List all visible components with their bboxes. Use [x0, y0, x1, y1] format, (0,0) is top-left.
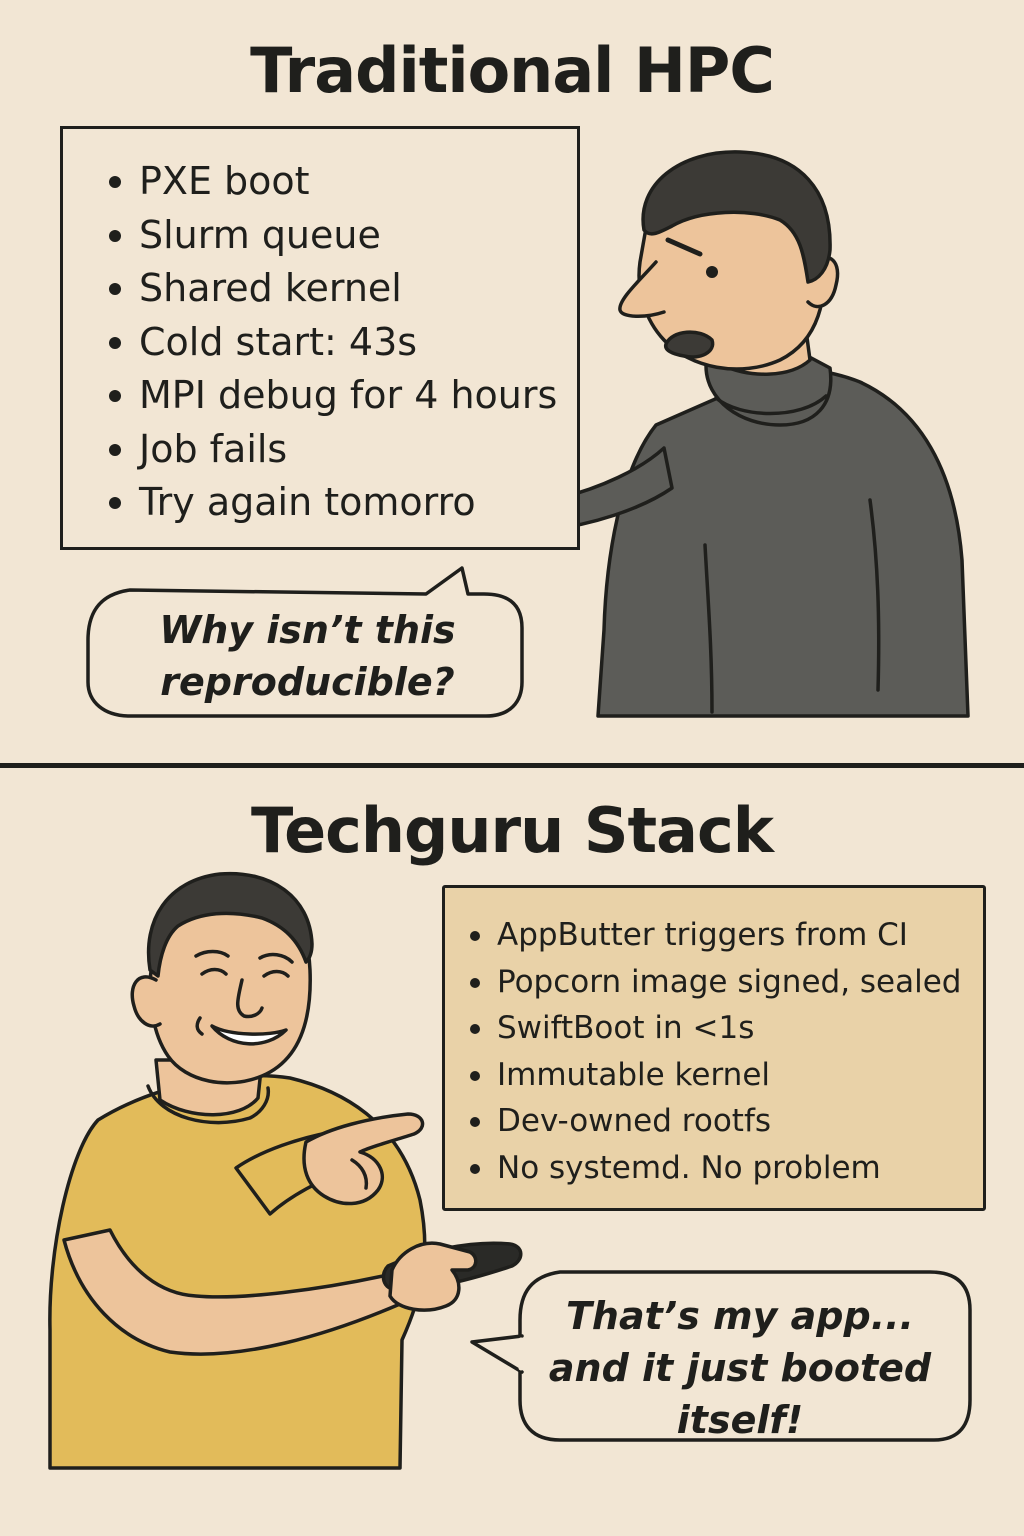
- list-item: Immutable kernel: [470, 1052, 983, 1099]
- list-item: SwiftBoot in <1s: [470, 1005, 983, 1052]
- list-item: Shared kernel: [109, 262, 577, 316]
- list-item: Dev-owned rootfs: [470, 1098, 983, 1145]
- list-item: Cold start: 43s: [109, 316, 577, 370]
- top-panel-title: Traditional HPC: [250, 34, 775, 107]
- list-item: No systemd. No problem: [470, 1145, 983, 1192]
- list-item: Slurm queue: [109, 209, 577, 263]
- top-speech-bubble: [86, 566, 524, 718]
- list-item: MPI debug for 4 hours: [109, 369, 577, 423]
- list-item: PXE boot: [109, 155, 577, 209]
- smiling-man-icon: [48, 871, 523, 1470]
- list-item: AppButter triggers from CI: [470, 912, 983, 959]
- top-checklist: PXE boot Slurm queue Shared kernel Cold …: [63, 129, 577, 530]
- list-item: Try again tomorro: [109, 476, 577, 530]
- bottom-speech-text: That’s my app... and it just booted itse…: [548, 1294, 932, 1442]
- bottom-panel-title: Techguru Stack: [251, 794, 774, 867]
- top-checklist-box: PXE boot Slurm queue Shared kernel Cold …: [60, 126, 580, 550]
- bottom-checklist-box: AppButter triggers from CI Popcorn image…: [442, 885, 986, 1211]
- bottom-checklist: AppButter triggers from CI Popcorn image…: [445, 888, 983, 1191]
- top-speech-text: Why isn’t this reproducible?: [159, 608, 456, 704]
- panel-divider: [0, 763, 1024, 768]
- bottom-speech-bubble: [518, 1270, 972, 1442]
- list-item: Job fails: [109, 423, 577, 477]
- list-item: Popcorn image signed, sealed: [470, 959, 983, 1006]
